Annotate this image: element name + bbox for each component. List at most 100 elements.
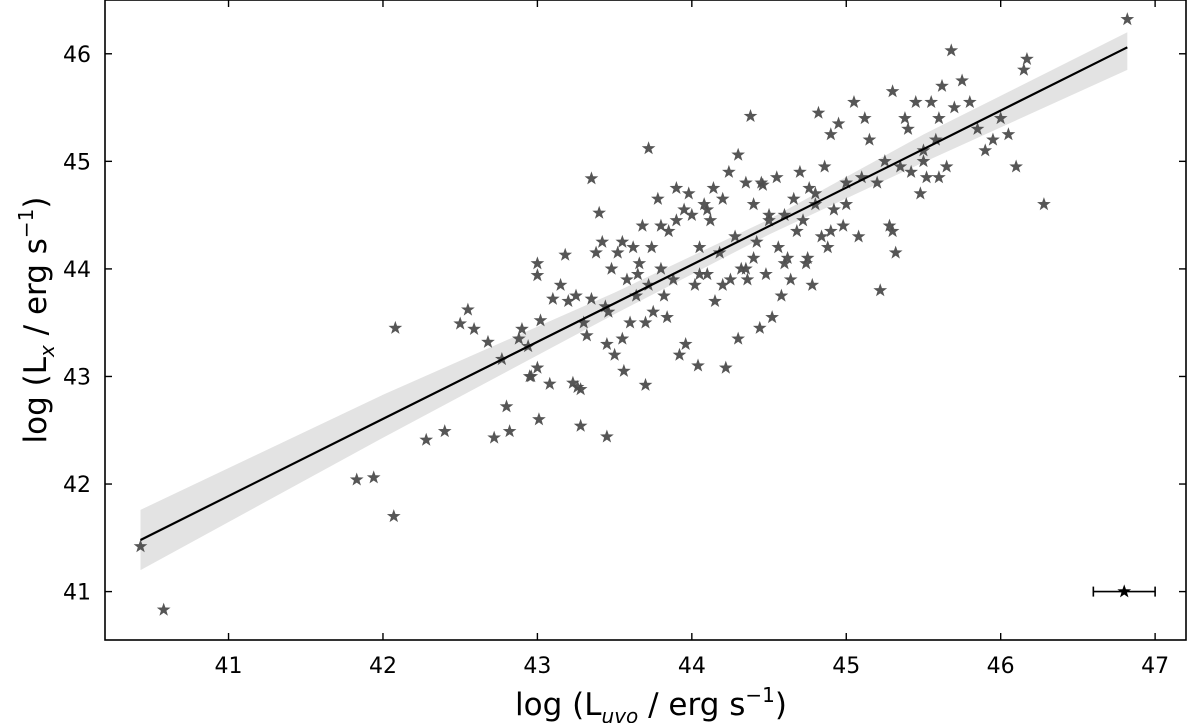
data-point <box>893 159 908 173</box>
data-point <box>783 272 798 286</box>
data-point <box>746 197 761 211</box>
ticks-layer: 41 42 43 44 45 46 47 41 42 43 44 45 46 <box>63 0 1186 679</box>
data-point <box>133 539 148 553</box>
data-point <box>595 234 610 248</box>
data-point <box>882 218 897 232</box>
data-point <box>935 78 949 92</box>
data-point <box>978 143 993 157</box>
data-point <box>885 224 900 238</box>
x-tick-label: 45 <box>832 654 860 679</box>
data-point <box>708 293 722 307</box>
data-point <box>715 277 730 291</box>
data-point <box>878 154 892 168</box>
data-point <box>831 116 846 130</box>
data-point <box>799 256 813 270</box>
data-point <box>607 347 622 361</box>
data-point <box>722 164 736 178</box>
data-point <box>888 245 903 259</box>
data-point <box>573 382 588 396</box>
data-point <box>924 94 939 109</box>
data-point <box>638 315 653 329</box>
data-point <box>654 261 668 275</box>
data-point <box>1009 159 1023 173</box>
y-axis-label: log (Lx / erg s−1) <box>14 196 59 443</box>
data-point <box>873 283 888 297</box>
data-point <box>728 229 742 243</box>
data-point <box>723 272 738 286</box>
data-point <box>630 267 645 281</box>
data-point <box>579 328 594 342</box>
data-point <box>623 315 637 329</box>
data-point <box>419 432 434 446</box>
data-point <box>615 331 630 345</box>
data-point <box>620 272 634 286</box>
data-point <box>558 247 573 261</box>
data-point <box>752 320 767 334</box>
data-point <box>584 291 599 305</box>
data-point <box>885 84 900 98</box>
y-tick-label: 43 <box>63 365 91 390</box>
data-point <box>672 347 687 361</box>
data-point <box>928 132 943 146</box>
data-point <box>600 337 614 351</box>
data-point <box>499 399 514 413</box>
data-point <box>481 334 495 348</box>
error-bar-layer <box>1092 584 1156 598</box>
x-axis-label-subscript: uvo <box>602 704 639 723</box>
data-point <box>805 277 820 291</box>
data-point <box>635 218 650 232</box>
data-point <box>681 186 696 200</box>
data-point <box>739 175 753 189</box>
data-point <box>731 331 745 345</box>
y-axis-label-superscript: −1 <box>14 209 38 238</box>
data-point <box>780 250 795 264</box>
data-point <box>1020 51 1034 65</box>
data-point <box>947 100 962 114</box>
plot-frame <box>104 0 1187 641</box>
data-point <box>512 331 526 345</box>
data-point <box>601 304 616 318</box>
data-point <box>955 73 969 87</box>
data-point <box>970 121 985 135</box>
data-point <box>762 213 776 227</box>
data-point <box>646 304 661 318</box>
data-point <box>461 302 475 316</box>
data-point <box>777 256 792 270</box>
data-point <box>684 207 699 221</box>
data-point <box>932 170 946 184</box>
data-point <box>839 175 854 189</box>
data-point <box>919 170 934 184</box>
fit-line <box>140 46 1128 541</box>
data-point <box>654 218 668 232</box>
data-point <box>453 316 468 330</box>
y-tick-label: 46 <box>63 43 91 68</box>
x-tick-label: 43 <box>523 654 551 679</box>
data-point <box>769 170 784 184</box>
data-point <box>592 205 607 219</box>
data-point <box>739 261 753 275</box>
data-point <box>827 202 841 216</box>
data-point <box>898 111 912 125</box>
data-point <box>644 240 659 254</box>
data-point <box>847 94 861 109</box>
data-point <box>617 363 631 377</box>
data-point <box>651 191 665 205</box>
data-point <box>765 310 779 324</box>
data-point <box>814 229 829 243</box>
data-point <box>692 267 707 281</box>
data-point <box>820 240 835 254</box>
data-point <box>626 240 640 254</box>
data-point <box>576 315 591 329</box>
data-point <box>530 268 545 282</box>
y-axis-label-subscript: x <box>35 345 59 358</box>
data-point <box>746 250 761 264</box>
data-point <box>530 360 545 374</box>
data-point <box>660 310 674 324</box>
data-point <box>661 224 676 238</box>
x-axis-label-superscript: −1 <box>745 683 774 707</box>
data-point <box>913 186 928 200</box>
data-point <box>584 171 599 185</box>
data-point <box>666 272 681 286</box>
data-point <box>697 197 712 211</box>
data-point <box>908 94 923 109</box>
